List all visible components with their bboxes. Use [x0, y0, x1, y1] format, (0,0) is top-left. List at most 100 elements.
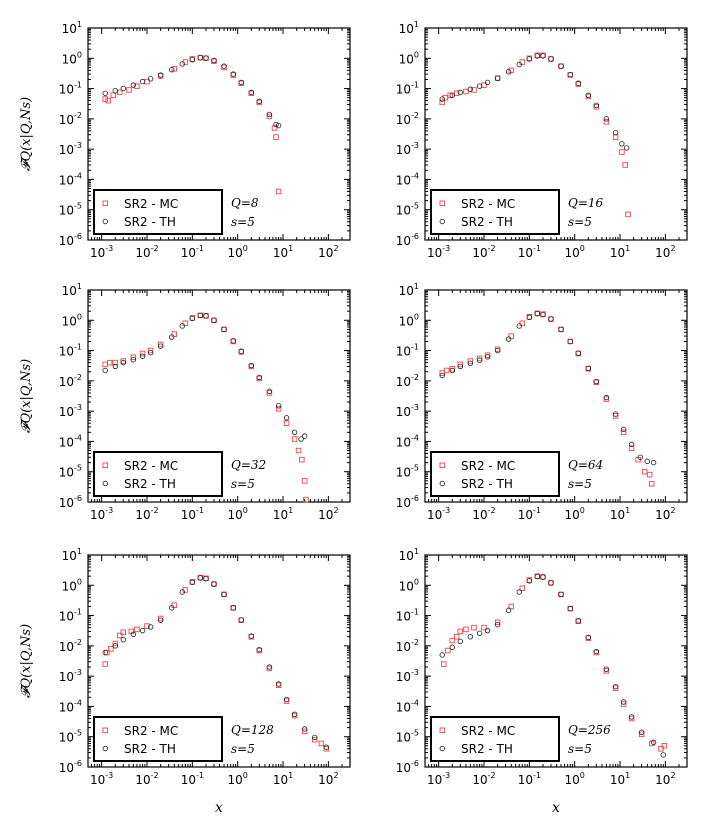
tick-exponent: 1	[625, 771, 630, 780]
y-tick-label: 10-1	[59, 608, 82, 624]
tick-base: 10	[318, 246, 333, 260]
tick-base: 10	[472, 246, 487, 260]
tick-exponent: -1	[533, 244, 541, 253]
tick-exponent: 1	[625, 506, 630, 515]
th-point	[203, 313, 209, 319]
y-tick-label: 10-3	[396, 141, 419, 157]
y-tick-label: 10-1	[59, 81, 82, 97]
mc-point	[443, 367, 450, 374]
y-tick-label: 10-6	[396, 232, 419, 248]
legend-box	[430, 189, 560, 235]
x-tick-label: 102	[318, 771, 338, 787]
mc-point	[311, 736, 318, 743]
tick-exponent: -6	[74, 759, 82, 768]
tick-exponent: -3	[442, 506, 450, 515]
tick-base: 10	[610, 246, 625, 260]
mc-point	[603, 396, 610, 402]
y-tick-label: 10-3	[396, 668, 419, 684]
mc-point	[447, 92, 453, 99]
chart-panel-top-left: 10-3 10-2 10-1 100 101 10210110010-110-210-31…	[19, 20, 351, 260]
th-point	[275, 122, 282, 129]
tick-base: 10	[396, 143, 411, 157]
legend-th-marker	[102, 480, 108, 487]
q-annotation: Q=8	[231, 196, 259, 210]
legend-th-marker	[102, 218, 108, 225]
tick-exponent: -2	[411, 373, 419, 382]
th-point	[484, 354, 491, 360]
th-point	[112, 88, 118, 94]
tick-exponent: -3	[74, 403, 82, 412]
mc-point	[648, 481, 655, 487]
q-annotation: Q=256	[568, 723, 611, 737]
th-point	[620, 426, 627, 433]
mc-point	[471, 87, 477, 93]
th-point	[449, 92, 455, 98]
tick-exponent: 1	[288, 506, 293, 515]
mc-point	[471, 624, 477, 631]
th-point	[516, 589, 522, 595]
th-point	[238, 617, 244, 623]
x-tick-label: 10-3	[90, 506, 113, 522]
mc-point	[484, 352, 491, 359]
th-point	[603, 116, 610, 122]
mc-point	[126, 87, 132, 93]
mc-point	[641, 468, 648, 475]
mc-point	[134, 626, 140, 633]
tick-exponent: -3	[442, 771, 450, 780]
mc-point	[108, 646, 114, 652]
th-point	[256, 98, 263, 104]
tick-exponent: 2	[670, 771, 675, 780]
tick-exponent: -5	[74, 202, 82, 211]
th-point	[238, 348, 244, 354]
th-point	[221, 63, 227, 69]
q-annotation: Q=64	[568, 458, 603, 472]
mc-point	[275, 405, 282, 412]
tick-base: 10	[396, 204, 411, 218]
mc-point	[619, 149, 625, 155]
x-tick-label: 10-2	[135, 506, 158, 522]
x-tick-label: 10-3	[90, 244, 113, 260]
tick-base: 10	[518, 246, 533, 260]
th-point	[494, 621, 501, 628]
th-point	[120, 359, 126, 366]
th-point	[189, 315, 196, 322]
tick-base: 10	[59, 640, 74, 654]
mc-point	[291, 436, 298, 442]
plot-frame	[424, 289, 688, 503]
mc-point	[519, 320, 526, 326]
y-tick-label: 100	[399, 312, 419, 328]
y-tick-label: 10-5	[59, 729, 82, 745]
y-tick-label: 10-2	[59, 373, 82, 389]
y-tick-label: 10-4	[396, 171, 419, 187]
th-point	[505, 607, 512, 613]
tick-base: 10	[135, 508, 150, 522]
tick-exponent: 0	[77, 50, 82, 59]
th-point	[203, 55, 209, 61]
th-point	[139, 353, 146, 359]
mc-point	[147, 347, 154, 354]
x-axis-label: x	[215, 800, 223, 816]
plot-frame	[87, 554, 351, 768]
th-point	[283, 696, 290, 703]
s-annotation: s=5	[568, 477, 592, 491]
tick-base: 10	[655, 508, 670, 522]
mc-point	[449, 637, 456, 644]
mc-point	[439, 99, 445, 106]
tick-base: 10	[472, 773, 487, 787]
th-point	[266, 111, 273, 118]
tick-base: 10	[59, 435, 74, 449]
tick-base: 10	[62, 284, 77, 298]
y-tick-label: 10-2	[396, 638, 419, 654]
th-point	[593, 378, 600, 385]
tick-base: 10	[62, 314, 77, 328]
y-tick-label: 10-2	[396, 111, 419, 127]
mc-point	[463, 88, 469, 95]
tick-base: 10	[59, 345, 74, 359]
th-point	[120, 85, 126, 92]
y-tick-label: 101	[62, 20, 82, 36]
th-point	[567, 338, 573, 345]
tick-base: 10	[564, 773, 579, 787]
th-point	[157, 72, 164, 78]
legend-mc-label: SR2 - MC	[461, 459, 515, 473]
th-point	[230, 338, 236, 344]
